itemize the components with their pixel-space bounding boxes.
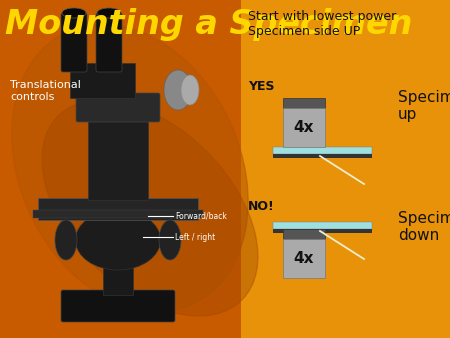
Bar xyxy=(103,240,133,295)
FancyBboxPatch shape xyxy=(70,63,135,98)
Ellipse shape xyxy=(97,8,121,18)
Text: 4x: 4x xyxy=(294,251,314,266)
Ellipse shape xyxy=(12,24,248,312)
Text: Specimen
up: Specimen up xyxy=(398,90,450,122)
Bar xyxy=(241,0,450,338)
Text: Left / right: Left / right xyxy=(175,233,215,241)
FancyBboxPatch shape xyxy=(61,13,87,72)
Text: YES: YES xyxy=(248,79,274,93)
FancyBboxPatch shape xyxy=(76,93,160,122)
Ellipse shape xyxy=(76,210,161,270)
Bar xyxy=(273,147,372,154)
Bar xyxy=(283,229,325,239)
Text: NO!: NO! xyxy=(248,200,275,214)
Text: 4x: 4x xyxy=(294,120,314,135)
Text: Start with lowest power
Specimen side UP: Start with lowest power Specimen side UP xyxy=(248,10,396,38)
Ellipse shape xyxy=(159,220,181,260)
Bar xyxy=(33,210,203,218)
FancyBboxPatch shape xyxy=(61,290,175,322)
Text: Translational
controls: Translational controls xyxy=(10,80,81,102)
Bar xyxy=(273,222,372,229)
Ellipse shape xyxy=(164,70,192,110)
Ellipse shape xyxy=(62,8,86,18)
Ellipse shape xyxy=(42,100,258,316)
Text: Mounting a Specimen: Mounting a Specimen xyxy=(5,8,412,41)
Bar xyxy=(283,239,325,278)
FancyBboxPatch shape xyxy=(88,115,148,200)
Text: Specimen
down: Specimen down xyxy=(398,211,450,243)
Bar xyxy=(283,98,325,108)
Bar xyxy=(0,0,241,338)
FancyBboxPatch shape xyxy=(38,198,198,220)
Bar xyxy=(283,108,325,147)
Bar xyxy=(273,154,372,158)
Text: Forward/back: Forward/back xyxy=(175,212,227,220)
Ellipse shape xyxy=(181,75,199,105)
FancyBboxPatch shape xyxy=(96,13,122,72)
Bar xyxy=(273,229,372,233)
Ellipse shape xyxy=(55,220,77,260)
